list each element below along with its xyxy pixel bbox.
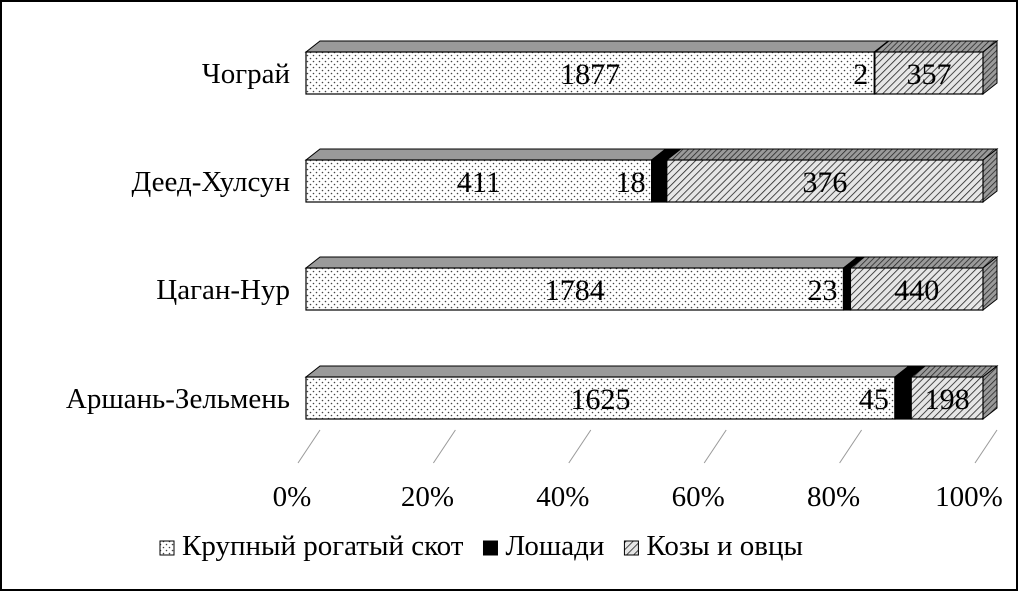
x-tick-label: 60%	[672, 481, 725, 513]
bar-segment	[894, 376, 912, 420]
data-label: 1625	[570, 383, 630, 416]
x-tick-label: 40%	[536, 481, 589, 513]
category-label: Чограй	[202, 58, 290, 90]
bar-top-face	[909, 365, 999, 378]
bar-top-face	[304, 40, 890, 53]
legend-swatch	[623, 540, 639, 556]
x-tick-label: 80%	[807, 481, 860, 513]
legend-label: Козы и овцы	[646, 530, 803, 562]
x-tick-label: 0%	[273, 481, 312, 513]
data-label: 376	[802, 166, 847, 199]
data-label: 45	[859, 383, 889, 416]
data-label: 23	[808, 274, 838, 307]
bar-segment	[849, 267, 984, 311]
category-label: Деед-Хулсун	[131, 166, 290, 198]
x-gridline	[703, 429, 727, 464]
data-label: 2	[853, 58, 868, 91]
x-gridline	[974, 429, 998, 464]
x-tick-label: 20%	[401, 481, 454, 513]
category-label: Аршань-Зельмень	[66, 383, 290, 415]
data-label: 440	[894, 274, 939, 307]
bar-segment	[666, 159, 984, 203]
x-axis: 0% 20% 40% 60% 80% 100%	[273, 429, 1003, 513]
legend-label: Лошади	[505, 530, 604, 562]
bar-segment	[910, 376, 984, 420]
x-gridline	[839, 429, 863, 464]
bar-top-face	[848, 256, 999, 269]
bar-top-face	[304, 148, 668, 161]
legend: Крупный рогатый скот Лошади Козы и овцы	[159, 530, 803, 562]
bar-segment	[651, 159, 668, 203]
data-label: 198	[925, 383, 970, 416]
data-label: 1784	[545, 274, 605, 307]
data-label: 357	[906, 58, 951, 91]
x-tick-label: 100%	[935, 481, 1003, 513]
x-gridline	[568, 429, 592, 464]
bar-top-face	[873, 40, 999, 53]
bar-top-face	[304, 365, 911, 378]
data-label: 18	[616, 166, 646, 199]
bar-segment	[842, 267, 852, 311]
bar-top-face	[665, 148, 999, 161]
bar-segment	[305, 376, 896, 420]
data-label: 411	[457, 166, 501, 199]
legend-swatch	[159, 540, 175, 556]
legend-swatch	[482, 540, 498, 556]
category-label: Цаган-Нур	[156, 274, 290, 306]
bar-segment	[874, 51, 984, 95]
data-label: 1877	[560, 58, 620, 91]
x-gridline	[297, 429, 321, 464]
bars-group: Чограй 1877 2 357 Деед-Хулсун 411 18 376 Цаган-Н…	[66, 39, 999, 421]
bar-top-face	[304, 256, 859, 269]
legend-label: Крупный рогатый скот	[182, 530, 464, 562]
bar-segment	[305, 51, 875, 95]
x-gridline	[432, 429, 456, 464]
